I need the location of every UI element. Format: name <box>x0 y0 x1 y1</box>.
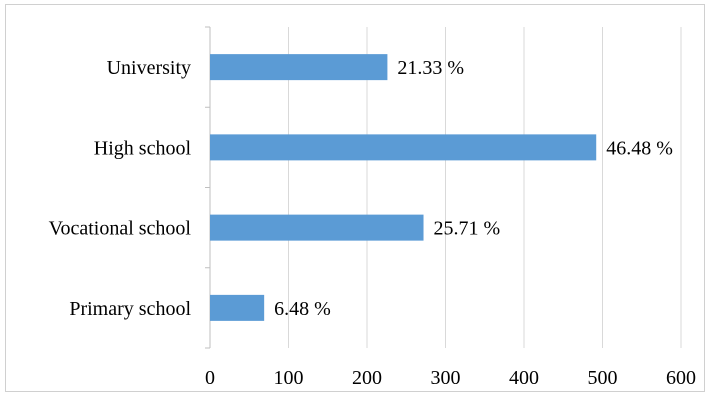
category-label: Primary school <box>69 298 191 320</box>
category-label: Vocational school <box>49 218 192 240</box>
data-label: 25.71 % <box>434 218 501 240</box>
bars <box>210 54 597 321</box>
x-tick-label: 300 <box>431 367 461 389</box>
x-tick-label: 200 <box>352 367 382 389</box>
labels: 0 100 200 300 400 500 600 University 21.33 % High… <box>49 57 696 389</box>
gridlines <box>288 27 682 348</box>
data-label: 46.48 % <box>606 137 673 159</box>
x-tick-label: 400 <box>509 367 539 389</box>
x-tick-label: 600 <box>666 367 696 389</box>
data-label: 6.48 % <box>274 298 331 320</box>
x-tick-label: 100 <box>274 367 304 389</box>
bar <box>210 134 597 161</box>
category-label: High school <box>94 137 192 159</box>
axes <box>205 26 211 349</box>
x-tick-label: 500 <box>588 367 618 389</box>
data-label: 21.33 % <box>397 57 464 79</box>
bar <box>210 214 424 241</box>
bar <box>210 294 265 321</box>
bar <box>210 54 388 81</box>
x-tick-label: 0 <box>205 367 215 389</box>
category-label: University <box>107 57 191 79</box>
